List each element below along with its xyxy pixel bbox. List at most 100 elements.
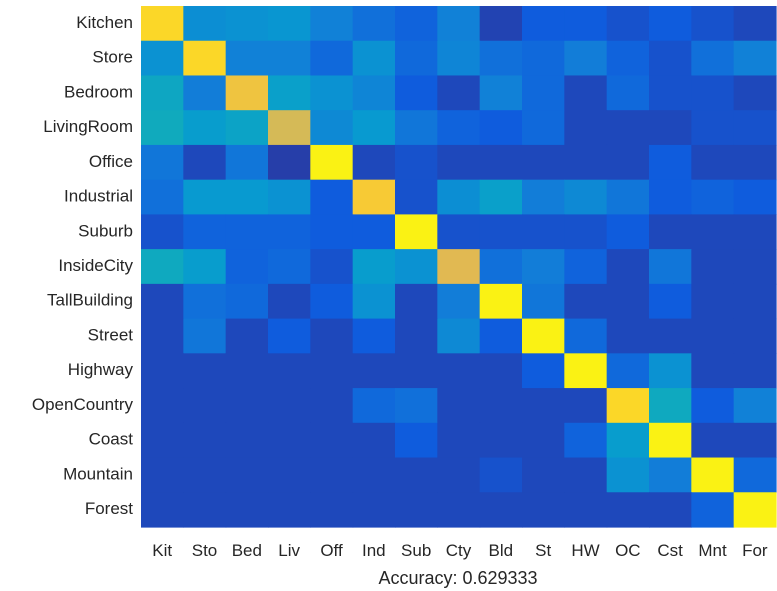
heatmap-cell-LivingRoom-Sub (395, 110, 438, 146)
heatmap-cell-Mountain-For (733, 457, 777, 493)
heatmap-cell-InsideCity-Ind (352, 249, 396, 285)
heatmap-cell-Coast-Mnt (691, 422, 735, 459)
x-tick-label: Kit (152, 541, 172, 560)
heatmap-cell-Kitchen-HW (564, 6, 608, 42)
heatmap-cell-TallBuilding-Bld (479, 283, 523, 320)
heatmap-cell-Office-For (733, 144, 777, 181)
heatmap-cell-Mountain-Sto (183, 457, 227, 493)
x-tick-label: Mnt (698, 541, 727, 560)
heatmap-cell-OpenCountry-OC (606, 388, 650, 424)
heatmap-cell-InsideCity-Cst (649, 249, 692, 285)
heatmap-cell-Coast-Kit (141, 422, 184, 459)
heatmap-cell-TallBuilding-Off (310, 283, 354, 320)
heatmap-cell-Industrial-Sub (395, 179, 438, 215)
heatmap-cell-Forest-Kit (141, 492, 184, 528)
x-tick-label: Cst (657, 541, 683, 560)
heatmap-cell-Kitchen-Cst (649, 6, 692, 42)
heatmap-cell-Highway-Liv (268, 353, 311, 389)
heatmap-cell-Industrial-Bld (479, 179, 523, 215)
heatmap-cell-OpenCountry-Sto (183, 388, 227, 424)
heatmap-cell-LivingRoom-Mnt (691, 110, 735, 146)
heatmap-cell-Store-Mnt (691, 40, 735, 77)
heatmap-cell-Store-St (522, 40, 565, 77)
heatmap-cell-Store-Cst (649, 40, 692, 77)
heatmap-cell-Kitchen-Kit (141, 6, 184, 42)
heatmap-cell-OpenCountry-Liv (268, 388, 311, 424)
heatmap-cell-Industrial-Mnt (691, 179, 735, 215)
heatmap-cell-TallBuilding-For (733, 283, 777, 320)
y-tick-label: Forest (85, 499, 133, 518)
heatmap-cell-Store-Liv (268, 40, 311, 77)
heatmap-cell-LivingRoom-Off (310, 110, 354, 146)
heatmap-cell-Forest-Bed (225, 492, 269, 528)
heatmap-cell-Coast-Liv (268, 422, 311, 459)
heatmap-cell-TallBuilding-Cty (437, 283, 481, 320)
heatmap-cell-Highway-Kit (141, 353, 184, 389)
heatmap-cell-Bedroom-Sto (183, 75, 227, 111)
heatmap-cell-TallBuilding-Cst (649, 283, 692, 320)
x-tick-label: Sto (192, 541, 218, 560)
heatmap-cell-Kitchen-Cty (437, 6, 481, 42)
heatmap-cell-OpenCountry-Cst (649, 388, 692, 424)
heatmap-cell-Mountain-Off (310, 457, 354, 493)
heatmap-cell-Mountain-Sub (395, 457, 438, 493)
heatmap-cell-OpenCountry-HW (564, 388, 608, 424)
heatmap-cell-Mountain-Liv (268, 457, 311, 493)
heatmap-cell-Coast-Cst (649, 422, 692, 459)
heatmap-cells (141, 6, 777, 528)
heatmap-cell-TallBuilding-Mnt (691, 283, 735, 320)
heatmap-cell-LivingRoom-Bed (225, 110, 269, 146)
heatmap-cell-Store-Cty (437, 40, 481, 77)
heatmap-cell-Kitchen-St (522, 6, 565, 42)
heatmap-cell-Suburb-Kit (141, 214, 184, 250)
y-tick-label: Store (92, 48, 133, 67)
heatmap-cell-Mountain-Cty (437, 457, 481, 493)
heatmap-cell-Kitchen-Bed (225, 6, 269, 42)
heatmap-cell-TallBuilding-Sto (183, 283, 227, 320)
heatmap-cell-Bedroom-OC (606, 75, 650, 111)
heatmap-cell-Coast-Off (310, 422, 354, 459)
heatmap-cell-Forest-OC (606, 492, 650, 528)
y-tick-label: LivingRoom (43, 117, 133, 136)
y-tick-label: InsideCity (58, 256, 133, 275)
heatmap-cell-Suburb-OC (606, 214, 650, 250)
heatmap-cell-InsideCity-Kit (141, 249, 184, 285)
heatmap-cell-Highway-Sub (395, 353, 438, 389)
heatmap-cell-Store-Bed (225, 40, 269, 77)
heatmap-cell-Street-Bed (225, 318, 269, 354)
heatmap-cell-Industrial-Cty (437, 179, 481, 215)
heatmap-cell-LivingRoom-HW (564, 110, 608, 146)
heatmap-cell-Street-Off (310, 318, 354, 354)
y-tick-labels: Kitchen Store Bedroom LivingRoom Office Indus… (32, 13, 134, 518)
heatmap-cell-InsideCity-Off (310, 249, 354, 285)
heatmap-cell-Street-Ind (352, 318, 396, 354)
heatmap-cell-Mountain-Bed (225, 457, 269, 493)
x-tick-label: HW (571, 541, 599, 560)
x-axis-label: Accuracy: 0.629333 (378, 568, 537, 588)
heatmap-cell-Coast-HW (564, 422, 608, 459)
heatmap-cell-Street-Liv (268, 318, 311, 354)
heatmap-cell-Industrial-For (733, 179, 777, 215)
heatmap-cell-Forest-Ind (352, 492, 396, 528)
heatmap-cell-Mountain-HW (564, 457, 608, 493)
heatmap-cell-OpenCountry-Ind (352, 388, 396, 424)
heatmap-cell-OpenCountry-Kit (141, 388, 184, 424)
x-tick-label: Off (320, 541, 343, 560)
heatmap-cell-Bedroom-Cst (649, 75, 692, 111)
heatmap-cell-Bedroom-Kit (141, 75, 184, 111)
heatmap-cell-OpenCountry-Sub (395, 388, 438, 424)
heatmap-cell-Suburb-For (733, 214, 777, 250)
heatmap-cell-Suburb-Liv (268, 214, 311, 250)
heatmap-cell-Suburb-Bed (225, 214, 269, 250)
heatmap-cell-Office-Kit (141, 144, 184, 181)
heatmap-cell-Industrial-Cst (649, 179, 692, 215)
x-tick-labels: Kit Sto Bed Liv Off Ind Sub Cty Bld St HW OC Cst Mnt F… (152, 541, 768, 560)
heatmap-cell-LivingRoom-Sto (183, 110, 227, 146)
heatmap-cell-Kitchen-Liv (268, 6, 311, 42)
x-tick-label: OC (615, 541, 641, 560)
heatmap-cell-LivingRoom-Cst (649, 110, 692, 146)
x-tick-label: Cty (446, 541, 472, 560)
heatmap-cell-Industrial-Off (310, 179, 354, 215)
x-tick-label: Ind (362, 541, 386, 560)
heatmap-cell-Store-Kit (141, 40, 184, 77)
